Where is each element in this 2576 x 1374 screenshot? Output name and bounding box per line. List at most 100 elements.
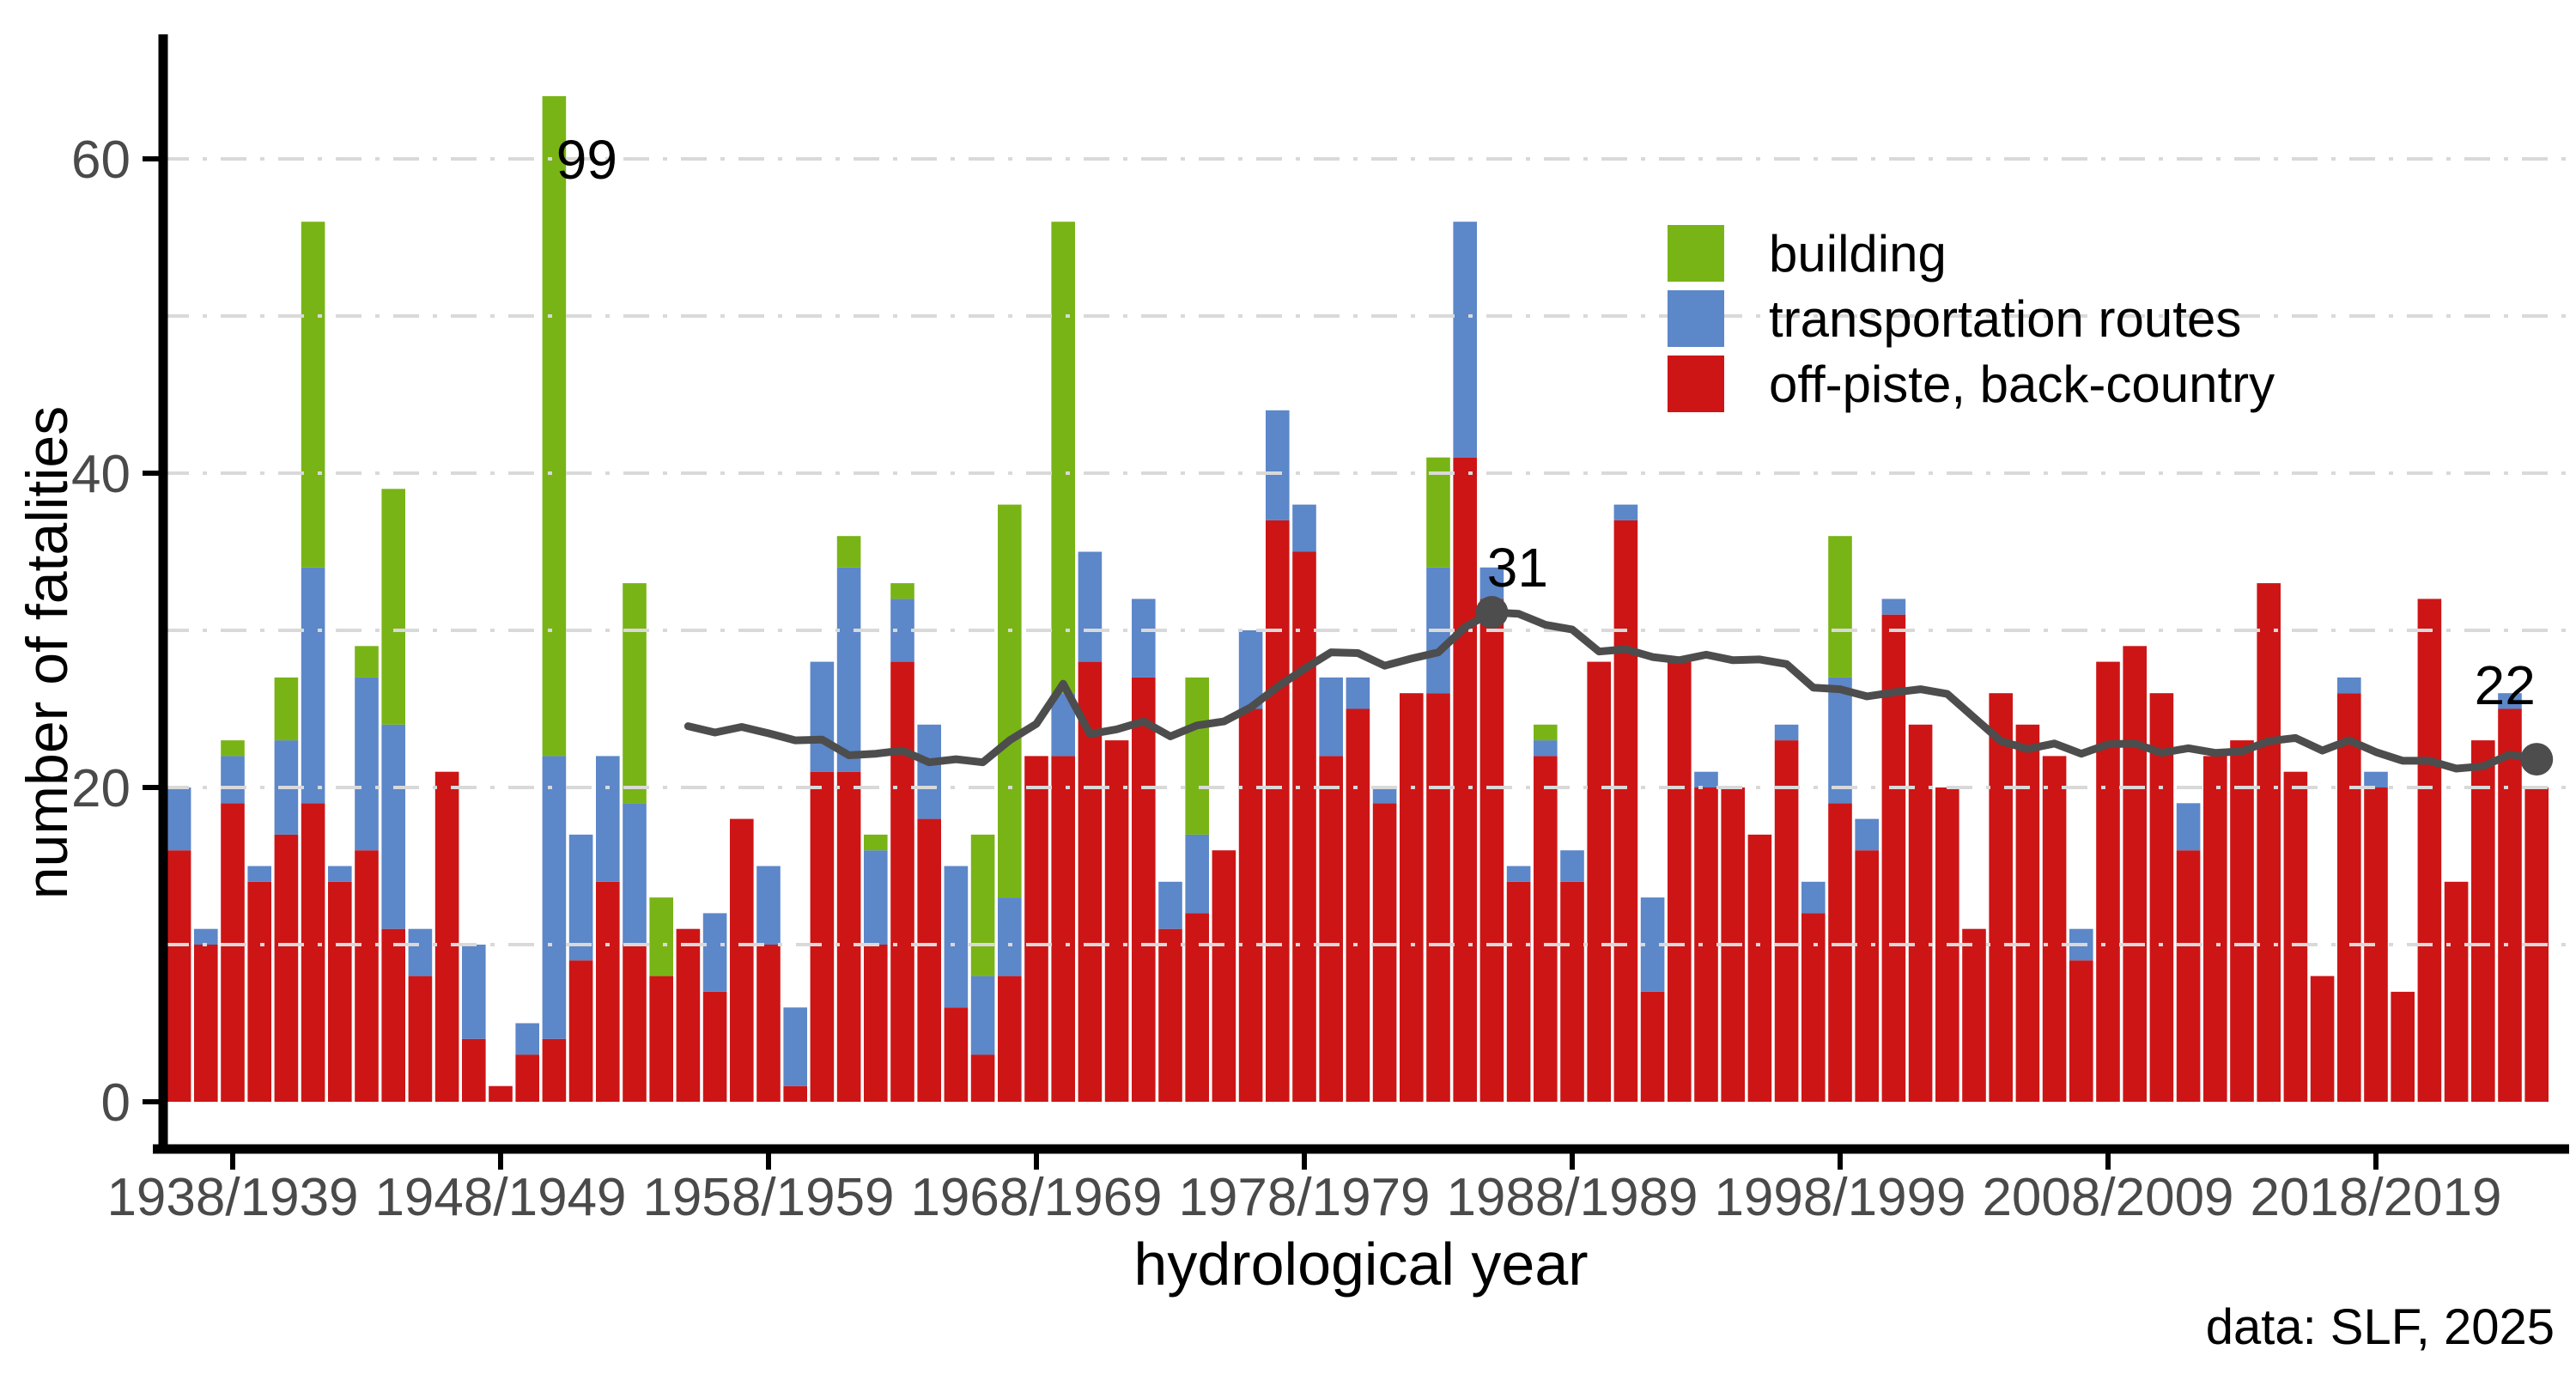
bar-segment: [649, 976, 673, 1102]
bar-segment: [1426, 457, 1450, 568]
bar-segment: [2042, 756, 2067, 1102]
bar-segment: [1587, 661, 1611, 1102]
x-tick-label: 1978/1979: [1178, 1168, 1430, 1227]
bar-segment: [2337, 677, 2361, 694]
bar-segment: [836, 771, 861, 1102]
bar-segment: [2310, 976, 2335, 1102]
bar-segment: [917, 724, 941, 819]
bar-segment: [1668, 661, 1692, 1102]
bar-segment: [836, 536, 861, 568]
bar-segment: [596, 756, 620, 882]
bars-group: [167, 96, 2549, 1102]
bar-segment: [1104, 740, 1129, 1102]
bar-segment: [2149, 693, 2174, 1102]
x-axis-title: hydrological year: [1133, 1231, 1589, 1298]
bar-segment: [1855, 818, 1879, 851]
bar-segment: [1453, 222, 1477, 458]
bar-segment: [1881, 599, 1906, 615]
bar-segment: [1400, 693, 1424, 1102]
bar-segment: [515, 1055, 539, 1102]
bar-segment: [756, 866, 781, 945]
bar-segment: [1292, 551, 1316, 1102]
bar-segment: [970, 976, 995, 1055]
bar-segment: [1319, 756, 1343, 1102]
bar-segment: [381, 724, 405, 929]
bar-segment: [623, 945, 647, 1102]
bar-segment: [864, 834, 888, 851]
annotation-22: 22: [2474, 654, 2536, 717]
bar-segment: [462, 1038, 486, 1102]
legend-item-building: building: [1668, 225, 2275, 283]
bar-segment: [623, 803, 647, 945]
bar-segment: [1613, 520, 1638, 1102]
bar-segment: [1346, 677, 1370, 709]
y-tick-label: 20: [71, 759, 131, 818]
bar-segment: [167, 787, 191, 851]
bar-segment: [1453, 457, 1477, 1102]
bar-segment: [649, 897, 673, 976]
bar-segment: [1774, 740, 1799, 1102]
bar-segment: [1238, 708, 1263, 1102]
bar-segment: [221, 803, 245, 1102]
bar-segment: [783, 1007, 807, 1086]
bar-segment: [542, 756, 567, 1039]
bar-segment: [944, 1007, 969, 1102]
axes-group: 0 20 40 60 1938/1939 1948/1949 1958/1959 1968/1…: [71, 34, 2569, 1227]
bar-segment: [2471, 740, 2495, 1102]
bar-segment: [568, 960, 593, 1102]
bar-segment: [1212, 850, 1236, 1102]
bar-segment: [890, 661, 914, 1102]
bar-segment: [1908, 724, 1933, 1102]
bar-segment: [1266, 520, 1290, 1102]
x-tick-label: 1938/1939: [106, 1168, 358, 1227]
bar-segment: [998, 897, 1022, 976]
bar-segment: [970, 834, 995, 976]
bar-segment: [381, 928, 405, 1102]
off-piste-swatch: [1668, 356, 1724, 412]
bar-segment: [247, 881, 271, 1102]
bar-segment: [1989, 693, 2013, 1102]
bar-segment: [194, 945, 218, 1102]
bar-segment: [221, 756, 245, 804]
bar-segment: [301, 803, 325, 1102]
bar-segment: [1479, 567, 1504, 599]
bar-segment: [1185, 913, 1209, 1102]
bar-segment: [328, 881, 352, 1102]
bar-segment: [2498, 693, 2522, 709]
bar-segment: [676, 928, 701, 1102]
legend: building transportation routes off-piste…: [1668, 225, 2275, 413]
bar-segment: [381, 489, 405, 725]
bar-segment: [810, 771, 835, 1102]
bar-segment: [998, 504, 1022, 898]
bar-segment: [1292, 504, 1316, 552]
bar-segment: [836, 567, 861, 772]
bar-segment: [890, 583, 914, 599]
bar-segment: [810, 661, 835, 772]
x-tick-label: 1988/1989: [1446, 1168, 1698, 1227]
bar-segment: [2417, 599, 2442, 1102]
bar-segment: [1024, 756, 1048, 1102]
bar-segment: [2283, 771, 2308, 1102]
bar-segment: [970, 1055, 995, 1102]
trend-marker: [1475, 596, 1509, 629]
bar-segment: [355, 677, 379, 851]
bar-segment: [1078, 551, 1103, 662]
bar-segment: [2123, 646, 2147, 1102]
bar-segment: [596, 881, 620, 1102]
bar-segment: [917, 818, 941, 1102]
bar-segment: [274, 677, 299, 741]
bar-segment: [1346, 708, 1370, 1102]
bar-segment: [2069, 960, 2093, 1102]
x-tick-label: 2008/2009: [1982, 1168, 2233, 1227]
bar-segment: [515, 1023, 539, 1055]
bar-segment: [1051, 756, 1075, 1102]
bar-segment: [274, 834, 299, 1102]
bar-segment: [194, 928, 218, 945]
bar-segment: [1185, 834, 1209, 914]
bar-segment: [1132, 599, 1156, 678]
bar-segment: [1132, 677, 1156, 1102]
bar-segment: [2364, 771, 2388, 787]
transportation-routes-swatch: [1668, 290, 1724, 347]
